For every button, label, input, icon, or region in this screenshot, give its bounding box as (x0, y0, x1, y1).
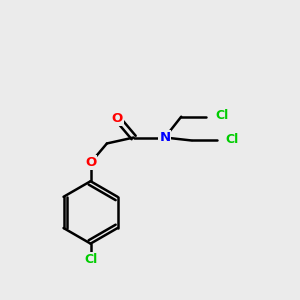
Text: Cl: Cl (84, 253, 97, 266)
Text: N: N (159, 131, 170, 144)
Text: Cl: Cl (226, 133, 239, 146)
Text: Cl: Cl (215, 109, 229, 122)
Text: O: O (112, 112, 123, 125)
Text: O: O (85, 156, 96, 169)
